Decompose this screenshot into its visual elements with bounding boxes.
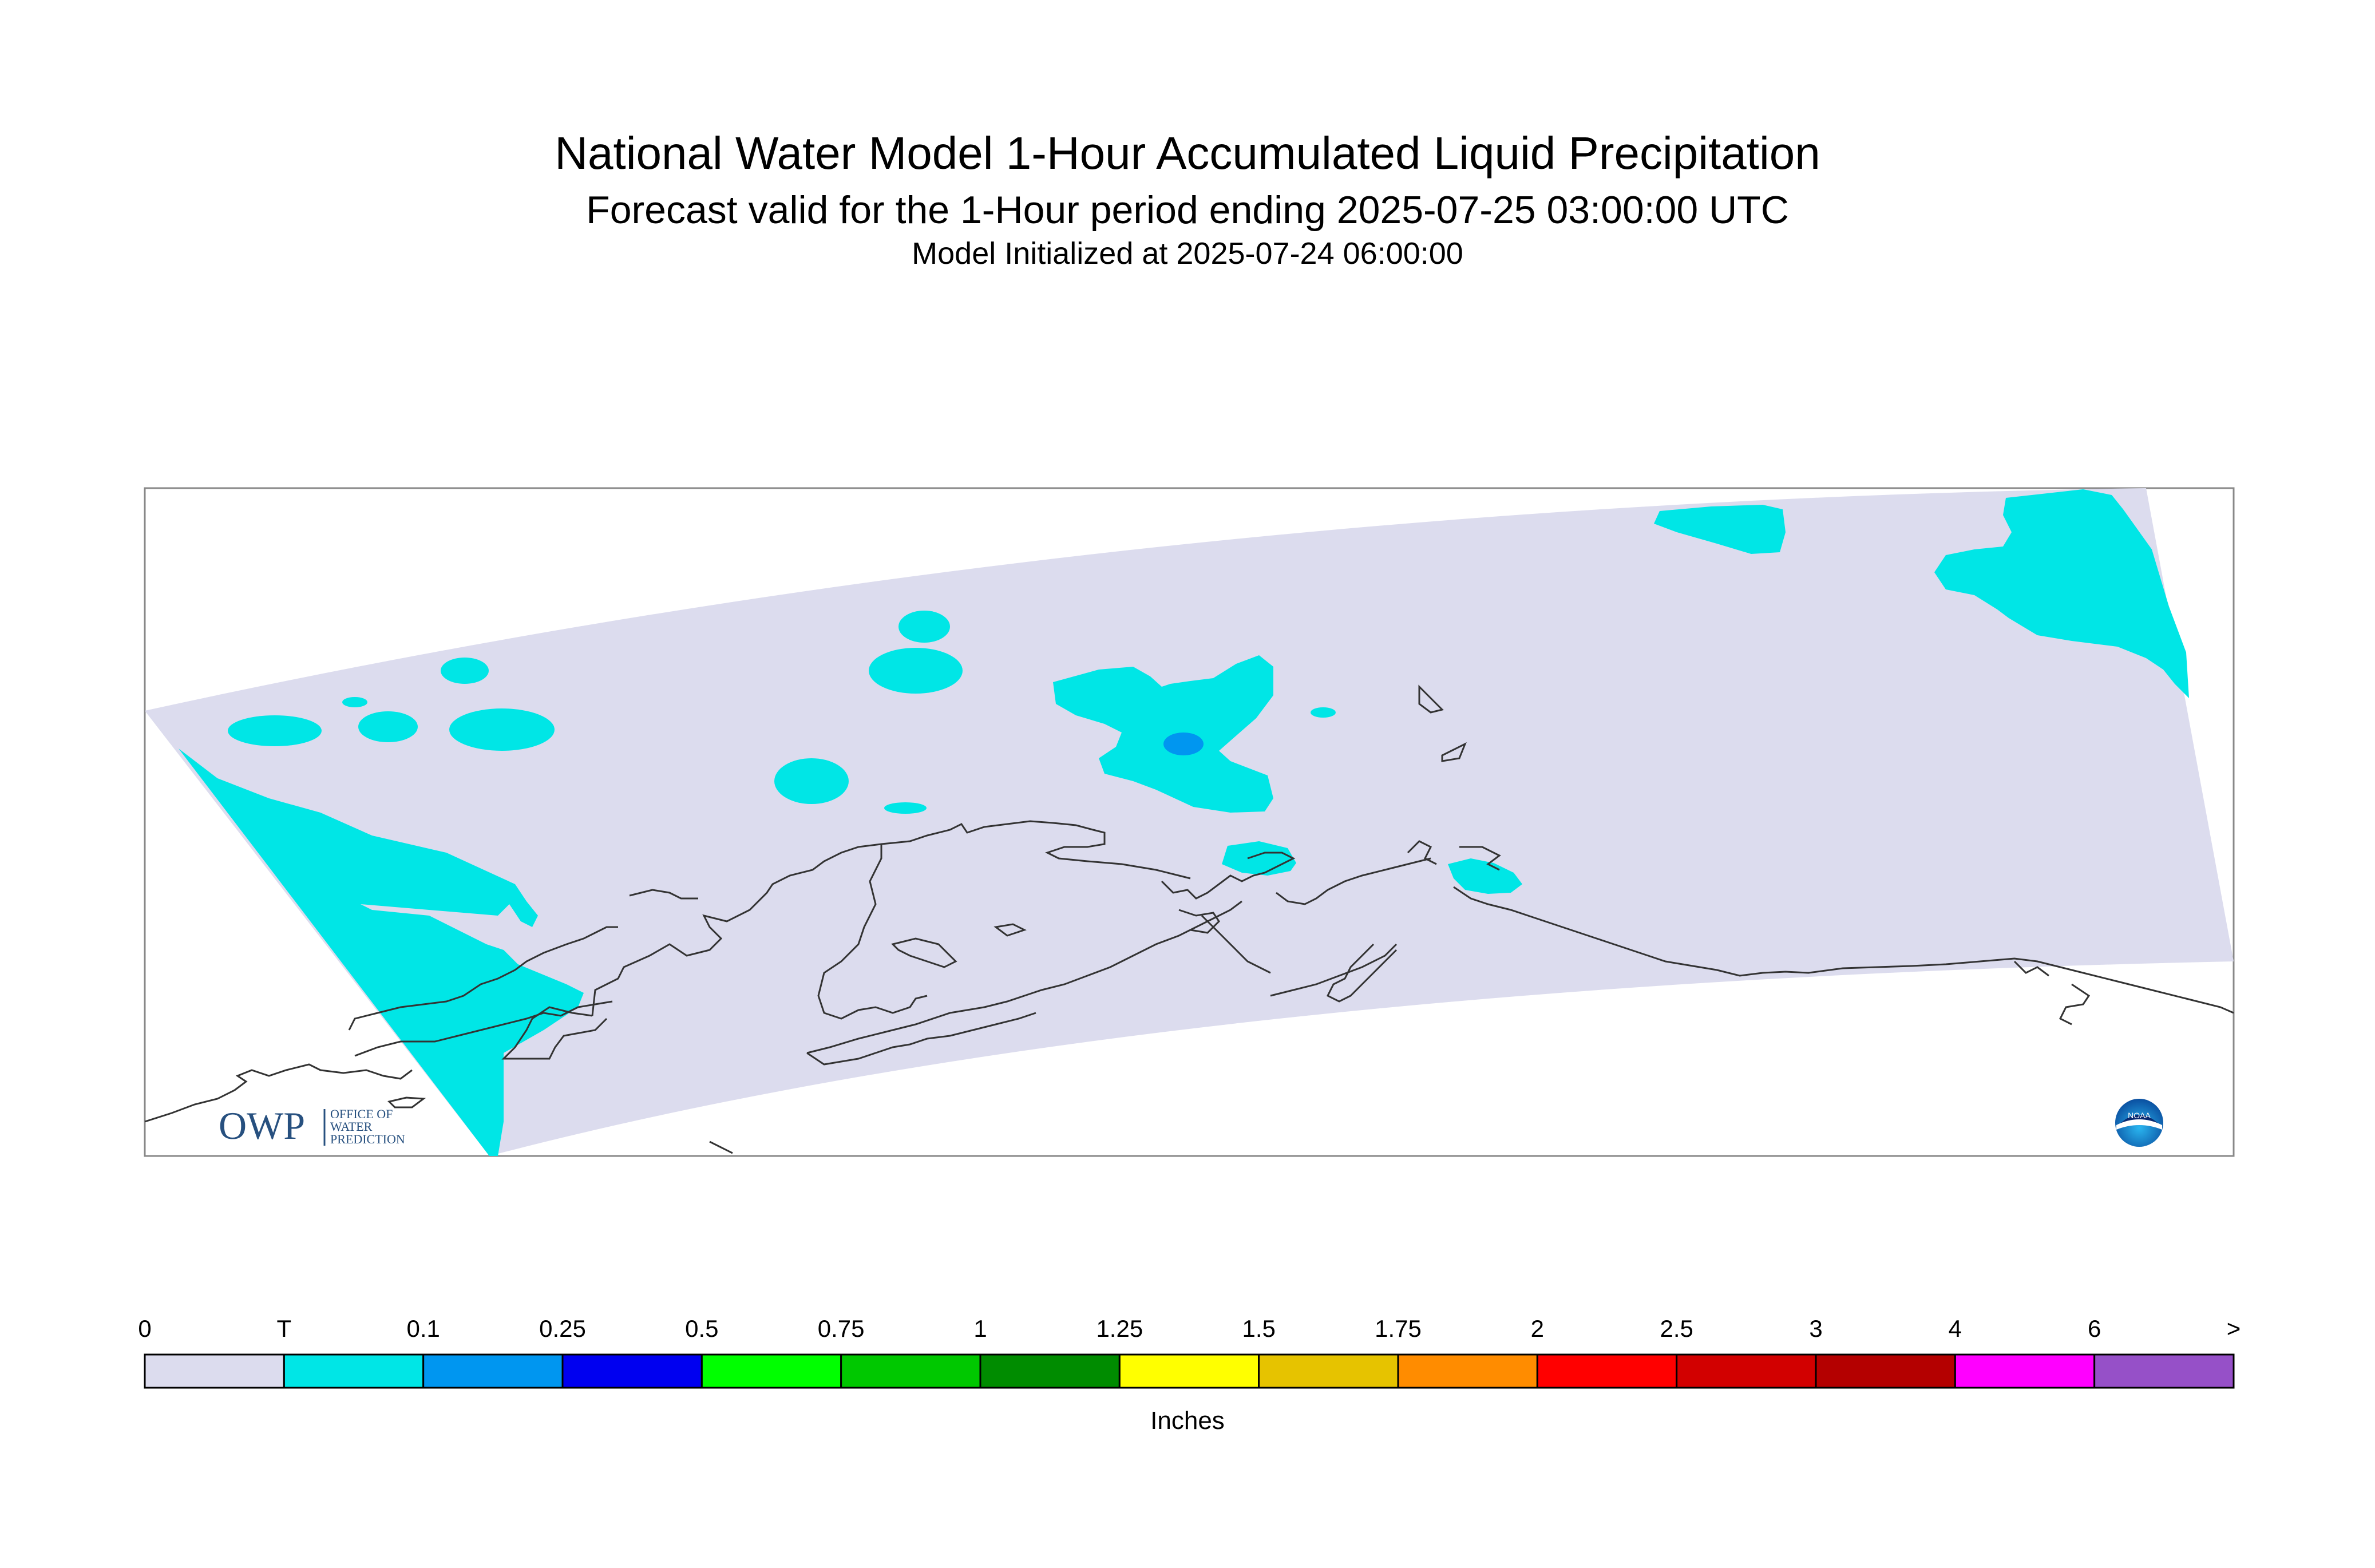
legend-swatch	[2093, 1353, 2235, 1389]
legend-swatch	[1954, 1353, 2096, 1389]
owp-logo-line2: WATER	[330, 1119, 373, 1134]
legend-tick-label: 1.5	[1242, 1315, 1276, 1342]
legend-tick-label: 2	[1530, 1315, 1545, 1342]
legend-tick-label: 4	[1948, 1315, 1962, 1342]
legend-tick-label: 0.5	[685, 1315, 719, 1342]
noaa-logo-text: NOAA	[2128, 1111, 2151, 1120]
owp-logo-line1: OFFICE OF	[330, 1107, 393, 1121]
legend-swatch	[700, 1353, 842, 1389]
owp-logo: OWP OFFICE OF WATER PREDICTION	[219, 1104, 405, 1147]
legend-units: Inches	[1150, 1407, 1225, 1435]
legend-colorbar	[144, 1353, 2235, 1389]
legend-swatch	[979, 1353, 1121, 1389]
coastlines	[144, 684, 2234, 1154]
owp-logo-line3: PREDICTION	[330, 1132, 405, 1146]
map-subtitle: Forecast valid for the 1-Hour period end…	[586, 188, 1789, 232]
legend-tick-label: 3	[1809, 1315, 1823, 1342]
legend-tick-label: 0.75	[817, 1315, 865, 1342]
legend-tick-label: 0	[138, 1315, 152, 1342]
legend-tick-label: 1.25	[1096, 1315, 1143, 1342]
owp-logo-mark: OWP	[219, 1104, 305, 1147]
noaa-logo: NOAA	[2115, 1099, 2163, 1147]
legend-tick-label: >	[2226, 1315, 2241, 1342]
legend-swatch	[1536, 1353, 1678, 1389]
legend-swatch	[422, 1353, 564, 1389]
legend-tick-label: 1.75	[1375, 1315, 1422, 1342]
legend-swatch	[840, 1353, 981, 1389]
legend-tick-label: T	[276, 1315, 292, 1342]
map-title: National Water Model 1-Hour Accumulated …	[555, 128, 1820, 179]
init-time: Model Initialized at 2025-07-24 06:00:00	[912, 236, 1463, 271]
legend-tick-label: 6	[2087, 1315, 2101, 1342]
legend-tick-label: 1	[973, 1315, 987, 1342]
legend-swatch	[283, 1353, 425, 1389]
model-domain	[145, 488, 2234, 1156]
legend-swatch	[1258, 1353, 1399, 1389]
legend-swatch	[1815, 1353, 1956, 1389]
legend-swatch	[561, 1353, 703, 1389]
legend-swatch	[1397, 1353, 1538, 1389]
legend-tick-label: 2.5	[1660, 1315, 1693, 1342]
legend-tick-label: 0.25	[539, 1315, 586, 1342]
legend-tick-label: 0.1	[406, 1315, 440, 1342]
legend-swatch	[144, 1353, 285, 1389]
legend-swatch	[1118, 1353, 1260, 1389]
legend-swatch	[1676, 1353, 1817, 1389]
precip-light-area	[1163, 732, 1204, 755]
